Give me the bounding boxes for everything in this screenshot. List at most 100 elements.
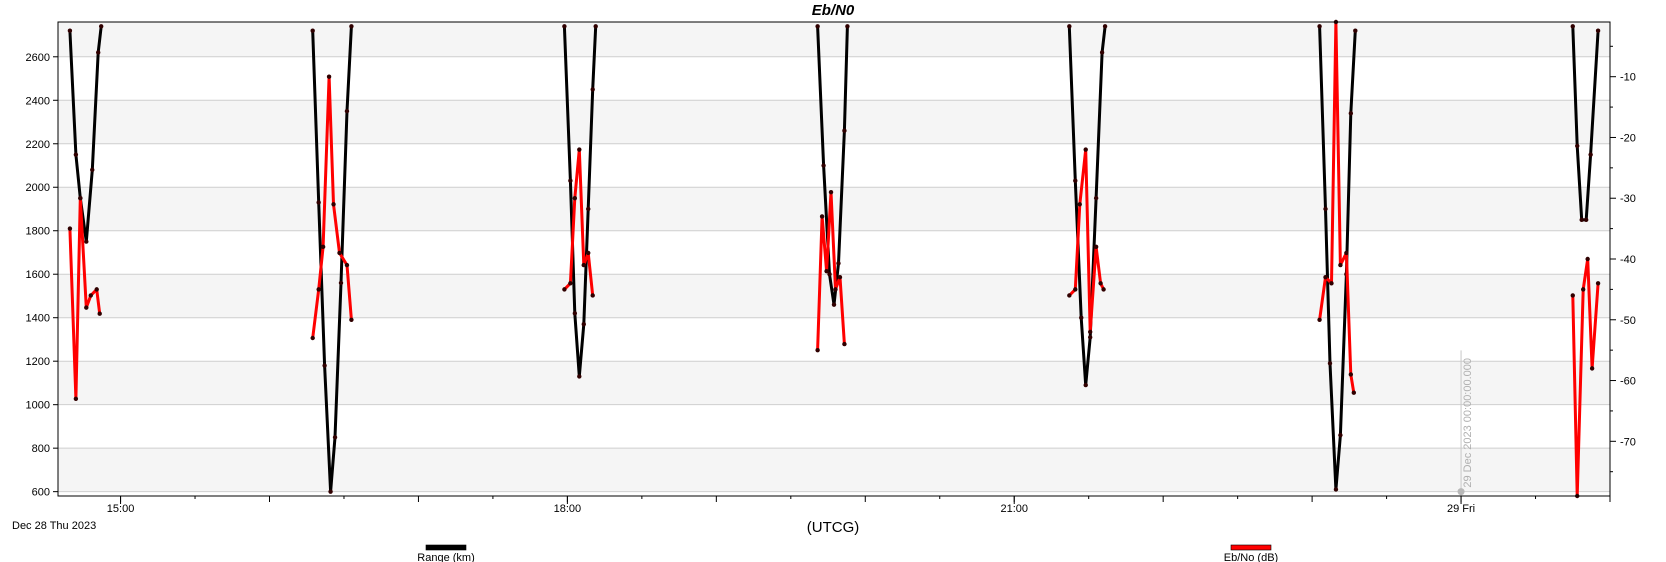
data-point — [1083, 382, 1088, 388]
series-line — [311, 75, 353, 339]
left-tick-label: 1200 — [26, 356, 50, 368]
data-point — [1588, 152, 1593, 157]
right-tick-label: -50 — [1620, 315, 1636, 327]
data-point — [90, 167, 95, 173]
x-date-label: Dec 28 Thu 2023 — [12, 520, 96, 532]
data-point — [593, 24, 598, 29]
data-point — [1327, 361, 1333, 366]
series-layer — [67, 19, 1601, 499]
data-point — [1093, 244, 1099, 250]
data-point — [827, 272, 832, 277]
data-point — [1098, 281, 1103, 286]
data-point — [1570, 293, 1575, 298]
data-point — [586, 250, 591, 256]
data-point — [1585, 256, 1590, 262]
left-axis: 600 800 1000 1200 1400 1600 1800 2000 2200 2400 26… — [26, 52, 58, 499]
data-point — [1351, 390, 1357, 395]
data-point — [84, 305, 89, 310]
data-point — [88, 293, 93, 298]
data-point — [837, 275, 843, 280]
data-point — [1589, 366, 1595, 371]
legend-swatch — [1230, 544, 1272, 551]
left-tick-label: 600 — [32, 487, 50, 499]
data-point — [1317, 24, 1322, 29]
data-point — [1329, 281, 1334, 286]
data-point — [836, 261, 841, 266]
data-point — [586, 206, 591, 212]
data-point — [581, 322, 586, 327]
data-point — [1348, 111, 1354, 116]
data-point — [67, 28, 73, 33]
data-point — [1323, 206, 1328, 212]
x-tick-label: 21:00 — [1000, 503, 1028, 515]
data-point — [1079, 315, 1084, 320]
grid-band — [58, 187, 1610, 231]
data-point — [1333, 487, 1339, 492]
data-point — [1595, 281, 1601, 286]
data-point — [338, 280, 344, 286]
data-point — [331, 202, 336, 207]
data-point — [1087, 335, 1093, 340]
left-tick-label: 2600 — [26, 52, 50, 64]
series-line — [1318, 26, 1357, 491]
data-point — [572, 196, 578, 201]
data-point — [590, 87, 595, 92]
grid-band — [58, 448, 1610, 492]
data-point — [67, 226, 73, 231]
data-point — [349, 317, 354, 322]
data-point — [1595, 28, 1601, 33]
data-point — [1067, 24, 1072, 29]
data-point — [73, 152, 79, 157]
left-tick-label: 800 — [32, 443, 50, 455]
data-point — [831, 302, 837, 307]
series-line — [1068, 148, 1105, 334]
left-tick-label: 2000 — [26, 182, 50, 194]
series-line — [311, 26, 353, 494]
data-point — [97, 311, 102, 316]
time-marker: 29 Dec 2023 00:00:00.000 — [1457, 350, 1474, 496]
left-tick-label: 1800 — [26, 226, 50, 238]
series-line — [1067, 26, 1107, 387]
right-tick-label: -10 — [1620, 72, 1636, 84]
data-point — [821, 163, 826, 168]
right-tick-label: -30 — [1620, 193, 1636, 205]
data-point — [1353, 28, 1358, 33]
left-tick-label: 2200 — [26, 139, 50, 151]
data-point — [84, 239, 89, 244]
data-point — [1344, 250, 1349, 256]
grid-band — [58, 100, 1610, 144]
data-point — [572, 311, 578, 316]
data-point — [1093, 195, 1099, 201]
legend-label: Eb/No (dB) — [1224, 552, 1278, 562]
data-point — [310, 335, 315, 341]
data-point — [577, 147, 582, 152]
left-tick-label: 1400 — [26, 313, 50, 325]
data-point — [568, 281, 573, 286]
data-point — [320, 244, 326, 250]
legend-swatch — [425, 544, 467, 551]
data-point — [833, 287, 838, 292]
right-tick-label: -70 — [1620, 436, 1636, 448]
grid-band — [58, 361, 1610, 405]
data-point — [1583, 217, 1589, 223]
data-point — [1579, 217, 1584, 223]
x-tick-label: 15:00 — [107, 503, 135, 515]
data-point — [1323, 275, 1328, 280]
legend-label: Range (km) — [417, 552, 474, 562]
data-point — [1570, 24, 1575, 29]
data-point — [316, 200, 321, 205]
data-point — [316, 287, 321, 292]
left-tick-label: 1000 — [26, 400, 50, 412]
series-ebno — [67, 19, 1601, 499]
data-point — [73, 396, 79, 401]
data-point — [1338, 262, 1343, 268]
data-point — [842, 341, 847, 347]
data-point — [1348, 372, 1354, 377]
data-point — [344, 262, 350, 268]
data-point — [1317, 317, 1322, 322]
data-point — [349, 24, 354, 29]
x-tick-label: 29 Fri — [1447, 503, 1475, 515]
data-point — [326, 74, 332, 79]
left-tick-label: 1600 — [26, 269, 50, 281]
